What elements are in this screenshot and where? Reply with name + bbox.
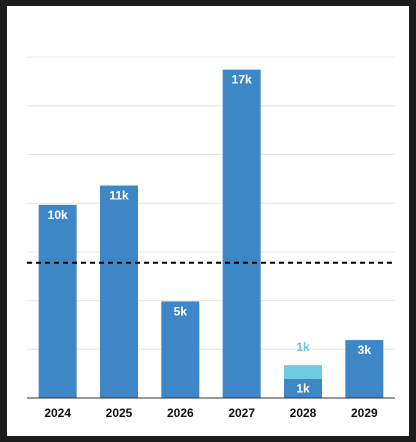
- data-label-2025: 11k: [109, 189, 129, 203]
- data-label-2029: 3k: [358, 343, 372, 357]
- bar-2025: [100, 185, 138, 398]
- data-label-2024: 10k: [48, 208, 68, 222]
- bars: [38, 69, 384, 399]
- data-label-2027: 17k: [232, 73, 252, 87]
- x-tick-label-2025: 2025: [106, 406, 133, 420]
- x-tick-label-2029: 2029: [351, 406, 378, 420]
- x-tick-label-2026: 2026: [167, 406, 194, 420]
- bar-2027: [222, 69, 261, 399]
- x-tick-label-2027: 2027: [228, 406, 255, 420]
- bar-2029: [345, 340, 384, 398]
- data-label-2028: 1k: [296, 382, 310, 396]
- data-labels: 10k 11k 5k 17k 1k 1k 3k: [48, 73, 372, 396]
- bar-2028: [284, 378, 322, 398]
- bar-2024: [38, 204, 77, 398]
- data-label-top-2028: 1k: [296, 340, 310, 354]
- gridlines: [27, 56, 395, 350]
- x-tick-label-2024: 2024: [44, 406, 71, 420]
- bar-segment-2028: [284, 365, 322, 379]
- x-axis: 2024 2025 2026 2027 2028 2029: [27, 397, 395, 420]
- chart-panel: 10k 11k 5k 17k 1k 1k 3k 2024 2025 2026 2027 2028 20…: [7, 6, 409, 436]
- x-tick-label-2028: 2028: [290, 406, 317, 420]
- bar-2026: [161, 301, 200, 398]
- data-label-2026: 5k: [174, 304, 188, 318]
